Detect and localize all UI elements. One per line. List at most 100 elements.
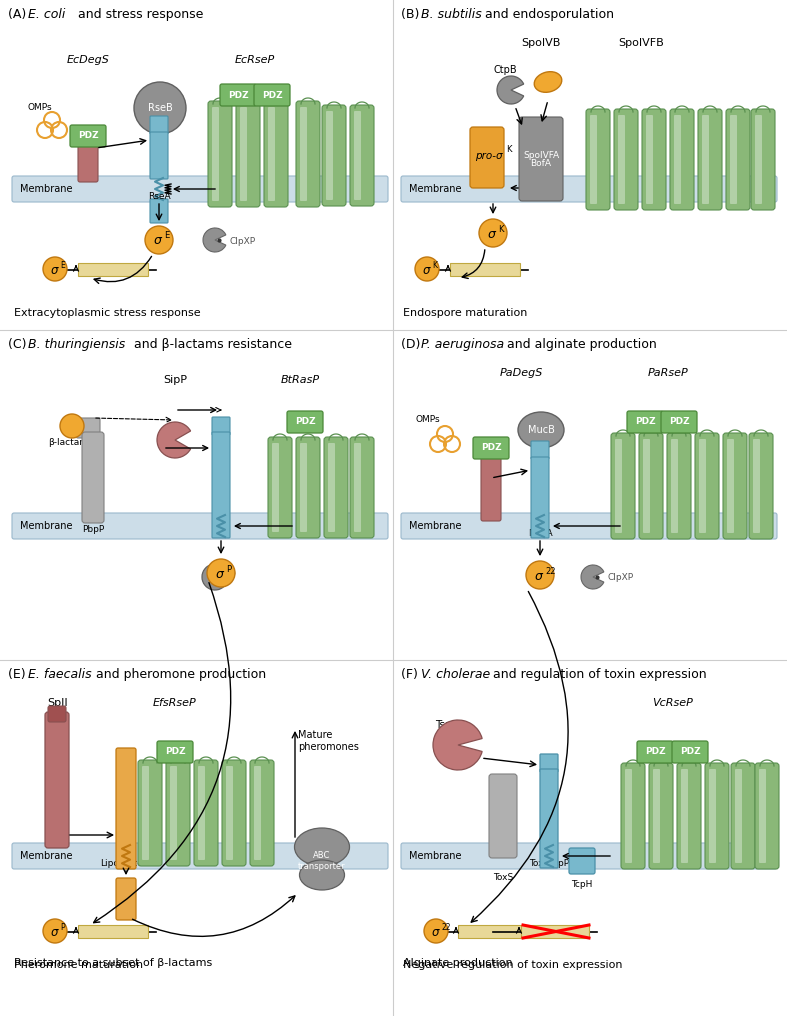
Text: B. thuringiensis: B. thuringiensis bbox=[28, 338, 125, 351]
FancyBboxPatch shape bbox=[639, 433, 663, 539]
FancyBboxPatch shape bbox=[643, 439, 650, 533]
Text: E: E bbox=[164, 232, 169, 241]
Text: K: K bbox=[506, 145, 512, 154]
Text: (D): (D) bbox=[401, 338, 423, 351]
Text: Lipoprotein: Lipoprotein bbox=[101, 859, 152, 868]
FancyBboxPatch shape bbox=[611, 433, 635, 539]
FancyBboxPatch shape bbox=[637, 741, 673, 763]
Text: OMPs: OMPs bbox=[28, 104, 53, 113]
FancyBboxPatch shape bbox=[569, 848, 595, 874]
Text: and β-lactams resistance: and β-lactams resistance bbox=[130, 338, 292, 351]
Text: σ: σ bbox=[488, 228, 496, 241]
FancyBboxPatch shape bbox=[272, 443, 279, 532]
FancyBboxPatch shape bbox=[220, 84, 256, 106]
FancyBboxPatch shape bbox=[254, 766, 261, 860]
FancyBboxPatch shape bbox=[677, 763, 701, 869]
Text: K: K bbox=[498, 225, 504, 234]
FancyBboxPatch shape bbox=[702, 115, 709, 204]
Text: PDZ: PDZ bbox=[164, 748, 185, 757]
Text: P. aeruginosa: P. aeruginosa bbox=[421, 338, 504, 351]
FancyBboxPatch shape bbox=[540, 769, 558, 868]
FancyBboxPatch shape bbox=[116, 878, 136, 920]
FancyBboxPatch shape bbox=[268, 107, 275, 201]
FancyBboxPatch shape bbox=[625, 769, 632, 863]
FancyBboxPatch shape bbox=[138, 760, 162, 866]
FancyBboxPatch shape bbox=[236, 101, 260, 207]
FancyBboxPatch shape bbox=[727, 439, 734, 533]
Text: Membrane: Membrane bbox=[409, 851, 461, 861]
Text: CtpB: CtpB bbox=[493, 65, 516, 75]
Text: (E): (E) bbox=[8, 668, 28, 681]
Text: K: K bbox=[432, 260, 437, 269]
FancyBboxPatch shape bbox=[489, 774, 517, 858]
Text: ABC
transporter: ABC transporter bbox=[298, 851, 345, 871]
Text: Negative regulation of toxin expression: Negative regulation of toxin expression bbox=[403, 960, 623, 970]
Circle shape bbox=[424, 919, 448, 943]
FancyBboxPatch shape bbox=[240, 107, 247, 201]
Text: V. cholerae: V. cholerae bbox=[421, 668, 490, 681]
Ellipse shape bbox=[300, 860, 345, 890]
Text: (B): (B) bbox=[401, 8, 422, 21]
Ellipse shape bbox=[518, 412, 564, 448]
Text: Membrane: Membrane bbox=[409, 521, 461, 531]
Wedge shape bbox=[433, 720, 482, 770]
FancyBboxPatch shape bbox=[150, 199, 168, 223]
FancyBboxPatch shape bbox=[45, 712, 69, 848]
Text: and endosporulation: and endosporulation bbox=[481, 8, 614, 21]
Text: SpoIVB: SpoIVB bbox=[521, 38, 560, 48]
Text: RseB: RseB bbox=[148, 103, 172, 113]
Text: PaDegS: PaDegS bbox=[499, 368, 543, 378]
FancyBboxPatch shape bbox=[401, 513, 777, 539]
Text: ToxS: ToxS bbox=[493, 873, 513, 882]
FancyBboxPatch shape bbox=[296, 101, 320, 207]
Text: B. subtilis: B. subtilis bbox=[421, 8, 482, 21]
Wedge shape bbox=[203, 228, 226, 252]
FancyBboxPatch shape bbox=[470, 127, 504, 188]
FancyBboxPatch shape bbox=[12, 176, 388, 202]
Text: EcDegS: EcDegS bbox=[67, 55, 109, 65]
Text: EcRseP: EcRseP bbox=[235, 55, 275, 65]
FancyBboxPatch shape bbox=[649, 763, 673, 869]
FancyBboxPatch shape bbox=[322, 105, 346, 206]
Text: SpoIVFB: SpoIVFB bbox=[618, 38, 664, 48]
FancyBboxPatch shape bbox=[661, 411, 697, 433]
FancyBboxPatch shape bbox=[519, 117, 563, 201]
FancyBboxPatch shape bbox=[150, 132, 168, 179]
Circle shape bbox=[43, 919, 67, 943]
Text: Alginate production: Alginate production bbox=[403, 958, 512, 968]
FancyBboxPatch shape bbox=[618, 115, 625, 204]
FancyBboxPatch shape bbox=[12, 843, 388, 869]
FancyBboxPatch shape bbox=[296, 437, 320, 538]
Text: MucA: MucA bbox=[528, 529, 552, 538]
Ellipse shape bbox=[294, 828, 349, 866]
Text: and pheromone production: and pheromone production bbox=[92, 668, 266, 681]
Text: P: P bbox=[226, 565, 231, 573]
Wedge shape bbox=[497, 76, 523, 104]
Bar bbox=[458, 925, 528, 938]
FancyBboxPatch shape bbox=[268, 437, 292, 538]
FancyBboxPatch shape bbox=[250, 760, 274, 866]
FancyBboxPatch shape bbox=[749, 433, 773, 539]
FancyBboxPatch shape bbox=[751, 109, 775, 210]
FancyBboxPatch shape bbox=[531, 441, 549, 459]
Text: σ: σ bbox=[431, 926, 438, 939]
Circle shape bbox=[415, 257, 439, 281]
Circle shape bbox=[207, 559, 235, 587]
FancyBboxPatch shape bbox=[157, 741, 193, 763]
Text: Endospore maturation: Endospore maturation bbox=[403, 308, 527, 318]
FancyBboxPatch shape bbox=[681, 769, 688, 863]
FancyBboxPatch shape bbox=[755, 115, 762, 204]
FancyBboxPatch shape bbox=[142, 766, 149, 860]
FancyBboxPatch shape bbox=[672, 741, 708, 763]
FancyBboxPatch shape bbox=[198, 766, 205, 860]
Text: TcpH: TcpH bbox=[571, 880, 593, 889]
Text: E. faecalis: E. faecalis bbox=[28, 668, 91, 681]
FancyBboxPatch shape bbox=[48, 706, 66, 722]
Text: Membrane: Membrane bbox=[20, 184, 72, 194]
FancyBboxPatch shape bbox=[82, 432, 104, 523]
Text: RsiP: RsiP bbox=[212, 529, 231, 538]
FancyBboxPatch shape bbox=[759, 769, 766, 863]
FancyBboxPatch shape bbox=[212, 417, 230, 435]
FancyBboxPatch shape bbox=[150, 116, 168, 134]
Text: VcRseP: VcRseP bbox=[652, 698, 693, 708]
